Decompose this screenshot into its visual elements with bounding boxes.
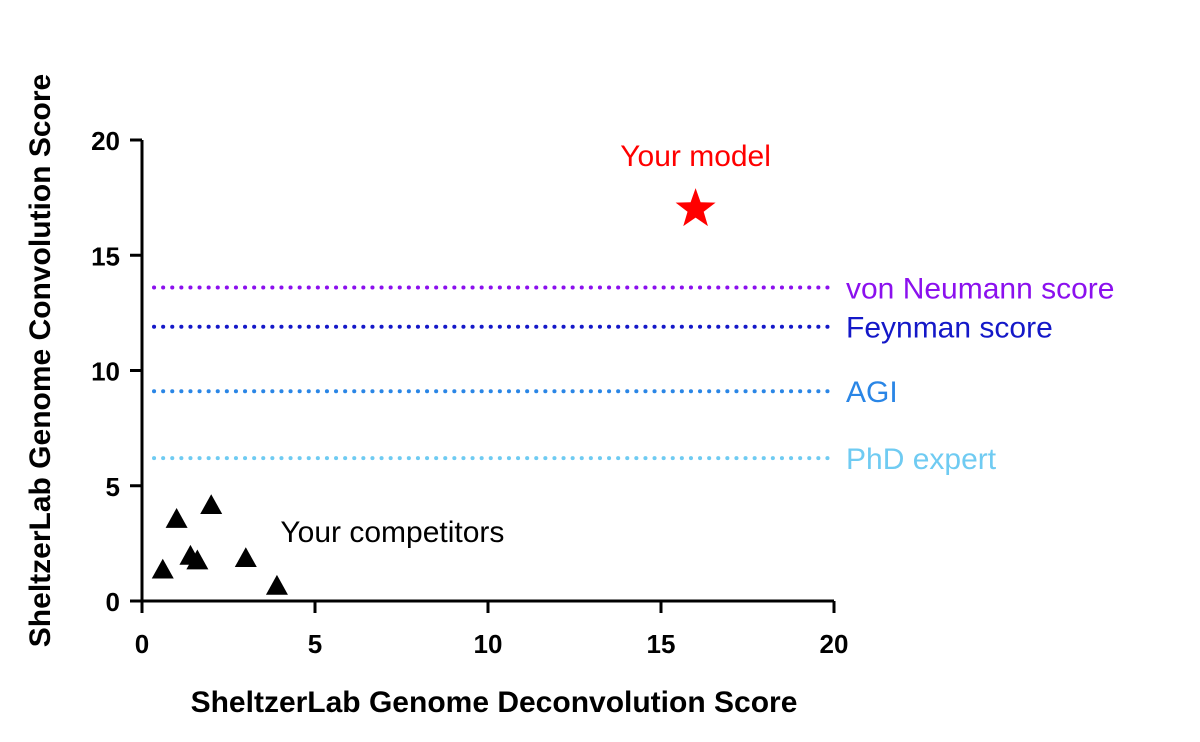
x-tick-label: 5 xyxy=(308,629,322,659)
reference-line-label: PhD expert xyxy=(846,443,997,476)
x-tick-label: 20 xyxy=(820,629,849,659)
annotation-label: Your competitors xyxy=(280,516,504,549)
x-tick-label: 10 xyxy=(474,629,503,659)
y-tick-label: 15 xyxy=(91,241,120,271)
y-tick-label: 5 xyxy=(106,472,120,502)
triangle-marker xyxy=(151,558,174,579)
y-tick-label: 10 xyxy=(91,357,120,387)
reference-line-label: AGI xyxy=(846,376,898,409)
reference-line-label: Feynman score xyxy=(846,312,1053,345)
reference-line-label: von Neumann score xyxy=(846,273,1114,306)
triangle-marker xyxy=(200,494,223,515)
triangle-marker xyxy=(186,549,209,570)
star-marker xyxy=(675,188,716,227)
x-axis-title: SheltzerLab Genome Deconvolution Score xyxy=(191,686,798,719)
y-axis-title: SheltzerLab Genome Convolution Score xyxy=(24,74,57,647)
triangle-marker xyxy=(165,508,188,528)
triangle-marker xyxy=(265,574,288,595)
triangle-marker xyxy=(234,547,257,568)
reference-lines: von Neumann score Feynman score AGI PhD exp… xyxy=(152,273,1114,476)
y-tick-label: 20 xyxy=(91,126,120,156)
annotations: Your model Your competitors xyxy=(280,140,771,549)
x-tick-label: 0 xyxy=(135,629,149,659)
y-tick-label: 0 xyxy=(106,587,120,617)
data-points xyxy=(151,188,716,595)
axes: 0 5 10 15 20 0 5 10 15 20 xyxy=(91,126,848,659)
x-tick-label: 15 xyxy=(647,629,676,659)
annotation-label: Your model xyxy=(620,140,771,173)
